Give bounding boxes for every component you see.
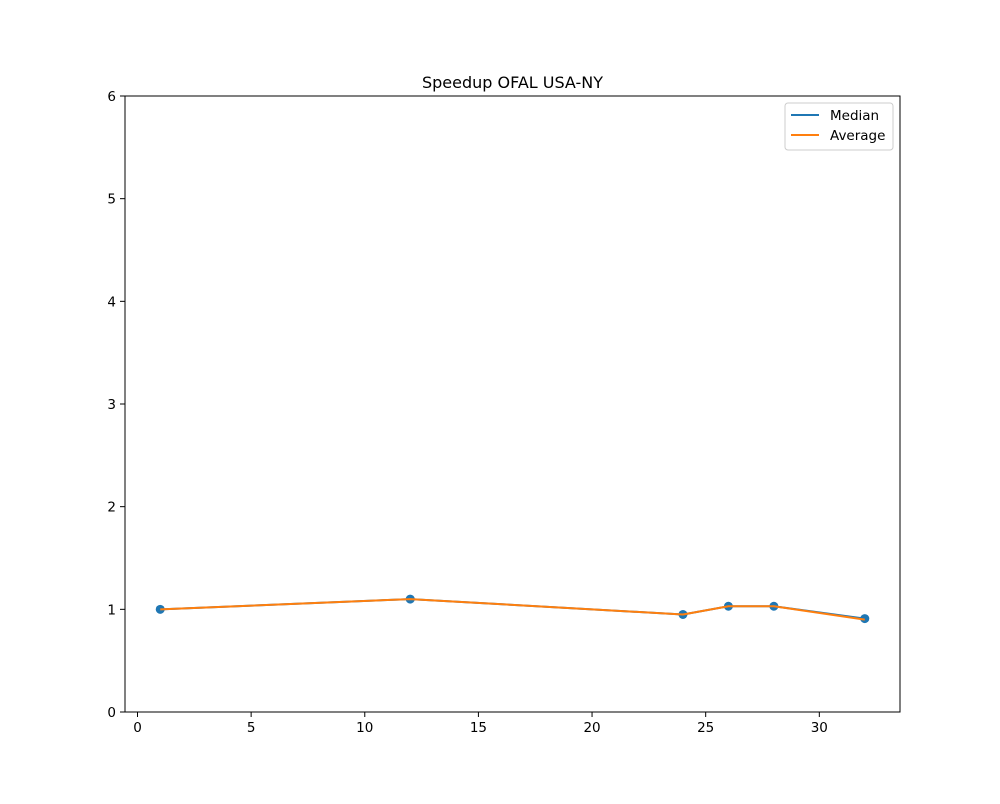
x-tick-label: 0 <box>133 720 142 736</box>
x-tick-label: 10 <box>356 720 373 736</box>
legend-median-label: Median <box>830 108 879 124</box>
chart-title: Speedup OFAL USA-NY <box>422 73 603 92</box>
y-tick-label: 1 <box>107 602 116 618</box>
y-tick-label: 4 <box>107 294 116 310</box>
y-tick-label: 6 <box>107 89 116 105</box>
legend: Median Average <box>784 102 894 151</box>
series-average-line <box>160 598 865 621</box>
series-median-line <box>160 598 865 620</box>
y-tick-label: 0 <box>107 705 116 721</box>
x-tick-label: 25 <box>697 720 714 736</box>
x-tick-label: 15 <box>470 720 487 736</box>
x-tick-label: 30 <box>811 720 828 736</box>
axis-ticks: 0 5 10 15 20 25 30 0 1 2 3 4 5 6 <box>107 89 828 736</box>
legend-average-label: Average <box>830 128 885 144</box>
y-tick-label: 3 <box>107 397 116 413</box>
x-tick-label: 5 <box>247 720 256 736</box>
axes-frame <box>124 95 901 713</box>
x-tick-label: 20 <box>583 720 600 736</box>
plot-content <box>155 594 870 624</box>
y-tick-label: 5 <box>107 192 116 208</box>
y-tick-label: 2 <box>107 500 116 516</box>
